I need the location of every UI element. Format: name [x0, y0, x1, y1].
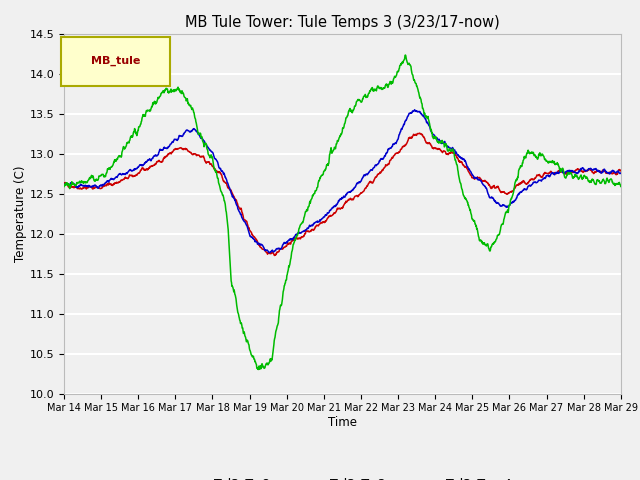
Title: MB Tule Tower: Tule Temps 3 (3/23/17-now): MB Tule Tower: Tule Temps 3 (3/23/17-now…: [185, 15, 500, 30]
X-axis label: Time: Time: [328, 416, 357, 429]
Legend: Tul3_Ts-8, Tul3_Ts-2, Tul3_Tw+4: Tul3_Ts-8, Tul3_Ts-2, Tul3_Tw+4: [168, 472, 517, 480]
Y-axis label: Temperature (C): Temperature (C): [13, 165, 27, 262]
FancyBboxPatch shape: [61, 37, 170, 86]
Text: MB_tule: MB_tule: [90, 56, 140, 66]
